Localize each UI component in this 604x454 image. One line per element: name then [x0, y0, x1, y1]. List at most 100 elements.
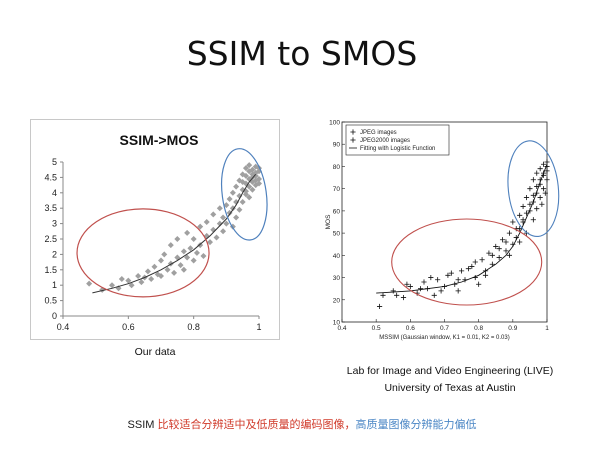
y-tick-label: 1.5: [44, 265, 57, 275]
data-point: [158, 257, 164, 264]
data-point: [239, 171, 246, 178]
x-tick-label: 0.9: [508, 325, 517, 332]
data-point: [174, 236, 181, 242]
jpeg-point: [435, 277, 441, 283]
y-tick-label: 1: [52, 280, 57, 290]
data-point: [171, 269, 178, 276]
jpeg-point: [530, 192, 536, 198]
data-point: [229, 223, 236, 230]
x-tick-label: 1: [256, 322, 261, 332]
jpeg-point: [517, 212, 523, 218]
jpeg2000-point: [520, 217, 526, 223]
x-tick-label: 0.6: [406, 325, 415, 332]
y-tick-label: 40: [333, 253, 341, 260]
jpeg2000-point: [544, 177, 550, 183]
chart-title: SSIM->MOS: [120, 132, 199, 148]
data-point: [118, 276, 125, 283]
data-point: [233, 214, 240, 221]
jpeg2000-point: [417, 286, 424, 292]
y-tick-label: 80: [333, 164, 341, 171]
jpeg2000-point: [539, 201, 545, 207]
jpeg2000-point: [506, 252, 513, 258]
right-caption-university: University of Texas at Austin: [384, 382, 516, 394]
data-point: [239, 199, 246, 206]
data-point: [200, 252, 207, 259]
data-point: [252, 177, 259, 184]
y-tick-label: 10: [333, 320, 341, 327]
data-point: [164, 266, 171, 273]
data-point: [190, 236, 197, 242]
ssim-mos-chart: 0 0.5 1 1.5 2 2.5 3 3.5 4 4.5 5 0.4 0.6 0.8 1 SSIM->MOS: [44, 132, 268, 332]
legend-label-fit: Fitting with Logistic Function: [360, 146, 435, 152]
jpeg-point: [544, 159, 550, 165]
mssim-mos-chart: 10 20 30 40 50 60 70 80 90 100 0.4 0.5 0.6 0.7 0.8 0.9 1…: [325, 120, 560, 341]
jpeg-point: [380, 292, 386, 298]
y-tick-label: 20: [333, 297, 341, 304]
jpeg-point: [527, 201, 533, 207]
y-tick-label: 30: [333, 275, 341, 282]
x-tick-label: 0.5: [372, 325, 381, 332]
jpeg2000-point: [517, 239, 523, 245]
data-point: [161, 251, 168, 258]
jpeg2000-point: [537, 194, 543, 201]
data-point: [144, 268, 151, 275]
data-point: [174, 254, 181, 261]
data-point: [249, 186, 256, 193]
right-chart-panel: 10 20 30 40 50 60 70 80 90 100 0.4 0.5 0.6 0.7 0.8 0.9 1…: [325, 114, 562, 344]
note-prefix: SSIM: [127, 419, 158, 431]
jpeg-point: [455, 288, 461, 294]
data-point: [125, 277, 132, 284]
logistic-fit-line: [376, 164, 548, 294]
data-point: [187, 245, 194, 252]
jpeg2000-point: [503, 239, 509, 245]
legend-label-jpeg2000: JPEG2000 images: [360, 138, 410, 144]
data-point: [128, 282, 135, 289]
legend-box: [345, 124, 450, 156]
blue-annotation-ellipse: [220, 148, 268, 241]
jpeg-point: [523, 194, 530, 201]
jpeg2000-point: [394, 292, 400, 298]
blue-annotation-ellipse: [507, 140, 560, 238]
data-point: [210, 211, 217, 218]
jpeg-point: [458, 268, 465, 274]
jpeg-point: [537, 166, 543, 172]
data-point: [86, 280, 93, 287]
x-tick-label: 1: [545, 325, 549, 332]
jpeg2000-point: [530, 217, 536, 223]
jpeg-point: [476, 281, 482, 287]
x-tick-label: 0.7: [440, 325, 449, 332]
y-tick-label: 0.5: [44, 296, 57, 306]
legend-label-jpeg: JPEG images: [360, 130, 397, 136]
left-caption: Our data: [134, 346, 176, 358]
data-point: [223, 220, 230, 227]
data-point: [167, 260, 174, 267]
data-point: [229, 189, 236, 196]
data-point: [216, 220, 223, 227]
data-point: [138, 279, 145, 286]
data-point: [256, 165, 262, 172]
data-point: [236, 206, 243, 213]
jpeg-point: [544, 168, 550, 174]
jpeg-point: [506, 230, 513, 236]
jpeg-point: [469, 263, 475, 270]
data-point: [216, 205, 223, 212]
data-point: [207, 239, 213, 246]
y-tick-label: 90: [333, 142, 341, 149]
data-point: [197, 242, 204, 249]
bottom-note: SSIM 比较适合分辨适中及低质量的编码图像，高质量图像分辨能力偏低: [0, 416, 604, 432]
y-tick-label: 4.5: [44, 172, 57, 182]
x-tick-label: 0.8: [187, 322, 200, 332]
jpeg-point: [499, 237, 506, 243]
jpeg2000-point: [428, 274, 434, 281]
legend-marker-jpeg: [350, 129, 356, 135]
jpeg-point: [407, 283, 413, 290]
jpeg-point: [479, 257, 485, 263]
y-tick-label: 5: [52, 157, 57, 167]
data-point: [233, 199, 240, 206]
data-point: [184, 254, 191, 261]
data-point: [226, 209, 233, 216]
data-point: [177, 262, 184, 269]
jpeg2000-point: [472, 259, 478, 265]
jpeg-point: [510, 219, 516, 225]
data-point: [193, 249, 200, 256]
